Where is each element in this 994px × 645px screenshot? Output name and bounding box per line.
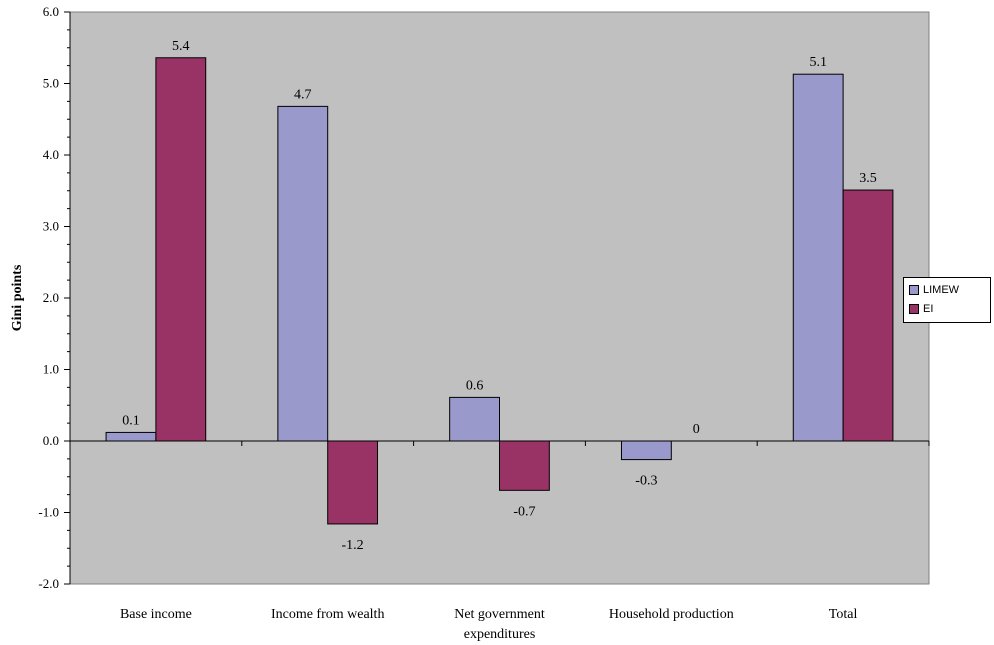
category-label: Total	[829, 607, 858, 622]
bar-ei	[155, 57, 207, 442]
bar-limew	[449, 396, 501, 442]
data-label-ei: 0	[693, 422, 700, 437]
y-tick-label: 6.0	[43, 4, 59, 19]
category-label: Income from wealth	[271, 607, 385, 622]
data-label-limew: 0.6	[466, 378, 484, 393]
category-label: Household production	[609, 607, 734, 622]
y-tick-label: 5.0	[43, 76, 59, 91]
data-label-ei: -1.2	[342, 538, 364, 553]
legend-label-limew: LIMEW	[923, 284, 960, 296]
category-label: expenditures	[464, 627, 536, 642]
data-label-ei: -0.7	[513, 504, 535, 519]
data-label-ei: 5.4	[172, 39, 190, 54]
y-tick-label: 0.0	[43, 433, 59, 448]
data-label-limew: -0.3	[635, 474, 657, 489]
bar-ei	[327, 440, 379, 525]
bar-limew	[792, 73, 844, 442]
y-tick-label: -1.0	[38, 505, 59, 520]
y-axis-title: Gini points	[10, 264, 25, 331]
data-label-limew: 5.1	[809, 55, 827, 70]
y-tick-label: 4.0	[43, 147, 59, 162]
y-tick-label: 1.0	[43, 362, 59, 377]
bar-limew	[277, 105, 329, 442]
bar-limew	[620, 440, 672, 461]
legend-label-ei: EI	[923, 303, 934, 315]
legend-item-ei: EI	[909, 303, 933, 315]
data-label-limew: 4.7	[294, 87, 312, 102]
category-label: Base income	[120, 607, 192, 622]
y-tick-label: 2.0	[43, 290, 59, 305]
category-label: Net government	[454, 607, 545, 622]
legend-swatch-ei	[909, 304, 919, 314]
y-tick-label: 3.0	[43, 219, 59, 234]
data-label-ei: 3.5	[859, 171, 877, 186]
bar-ei	[842, 189, 894, 442]
legend: LIMEW EI	[903, 277, 991, 323]
bar-limew	[105, 431, 157, 442]
legend-item-limew: LIMEW	[909, 284, 959, 296]
data-label-limew: 0.1	[122, 413, 140, 428]
bar-ei	[499, 440, 550, 491]
y-tick-label: -2.0	[38, 576, 59, 591]
legend-swatch-limew	[909, 285, 919, 295]
